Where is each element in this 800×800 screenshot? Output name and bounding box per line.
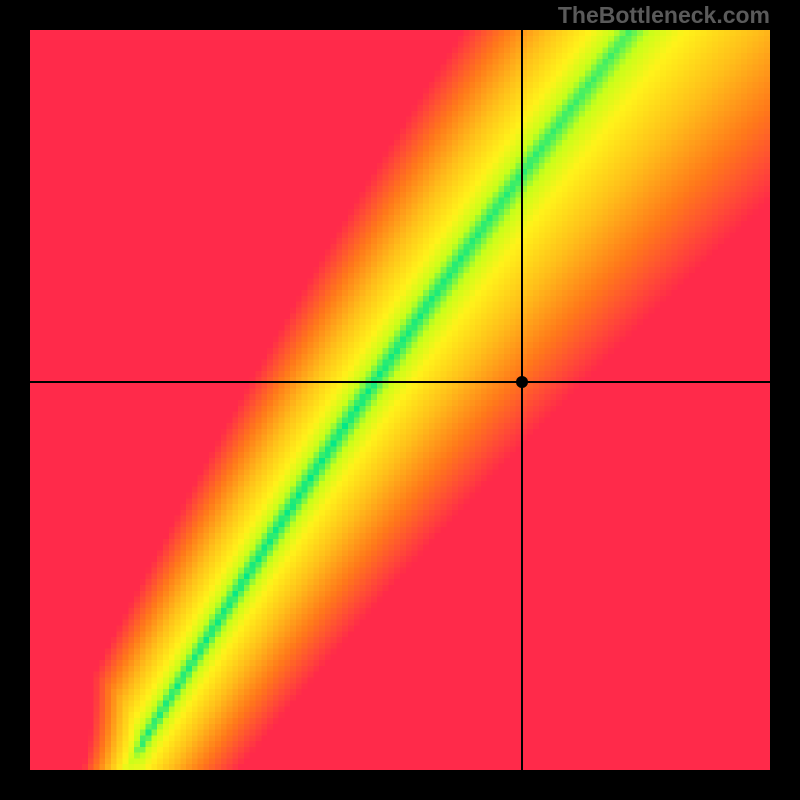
crosshair-vertical [521, 30, 523, 770]
crosshair-marker [516, 376, 528, 388]
watermark-label: TheBottleneck.com [558, 2, 770, 29]
crosshair-horizontal [30, 381, 770, 383]
chart-root: TheBottleneck.com [0, 0, 800, 800]
bottleneck-heatmap [30, 30, 770, 770]
